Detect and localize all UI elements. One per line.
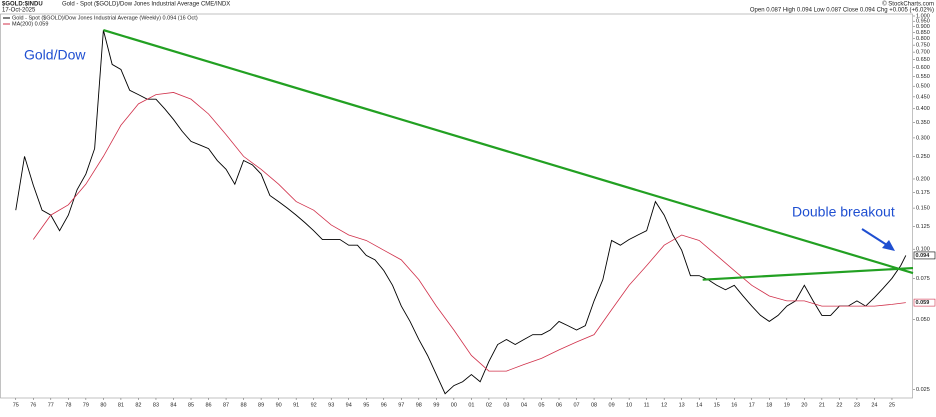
x-tick-label: 86 <box>205 402 211 408</box>
y-tick-label: 0.100 <box>916 247 930 253</box>
x-tick-label: 22 <box>836 402 842 408</box>
trendline <box>103 29 914 275</box>
last-value-box <box>913 251 936 260</box>
x-tick-label: 84 <box>170 402 176 408</box>
y-tick-label: 0.300 <box>916 135 930 141</box>
x-tick-label: 12 <box>661 402 667 408</box>
y-tick-label: 0.700 <box>916 50 930 56</box>
x-tick-label: 13 <box>679 402 685 408</box>
x-tick-label: 04 <box>521 402 527 408</box>
description: Gold - Spot ($GOLD)/Dow Jones Industrial… <box>62 2 230 8</box>
y-tick-label: 1.000 <box>916 13 930 19</box>
x-tick-label: 80 <box>100 402 106 408</box>
legend-label: MA(200) 0.059 <box>12 21 48 27</box>
date: 17-Oct-2025 <box>2 8 36 14</box>
x-tick-label: 21 <box>819 402 825 408</box>
y-tick-label: 0.075 <box>916 276 930 282</box>
last-value-label: 0.094 <box>916 253 931 259</box>
x-tick-label: 01 <box>468 402 474 408</box>
x-tick-label: 78 <box>65 402 71 408</box>
y-tick-label: 0.250 <box>916 154 930 160</box>
x-tick-label: 79 <box>83 402 89 408</box>
x-tick-label: 02 <box>486 402 492 408</box>
legend: Gold - Spot ($GOLD)/Dow Jones Industrial… <box>3 15 198 27</box>
x-tick-label: 81 <box>118 402 124 408</box>
x-tick-label: 90 <box>276 402 282 408</box>
x-tick-label: 17 <box>749 402 755 408</box>
y-tick-label: 0.500 <box>916 84 930 90</box>
credit: © StockCharts.com <box>882 1 934 8</box>
x-tick-label: 82 <box>135 402 141 408</box>
x-tick-label: 76 <box>30 402 36 408</box>
x-tick-label: 95 <box>363 402 369 408</box>
x-tick-label: 77 <box>48 402 54 408</box>
x-tick-label: 08 <box>591 402 597 408</box>
x-tick-label: 07 <box>573 402 579 408</box>
x-tick-label: 89 <box>258 402 264 408</box>
x-tick-label: 25 <box>889 402 895 408</box>
x-tick-label: 20 <box>801 402 807 408</box>
y-tick-label: 0.900 <box>916 24 930 30</box>
y-tick-label: 0.750 <box>916 43 930 49</box>
last-value-box <box>913 298 936 307</box>
y-tick-label: 0.450 <box>916 94 930 100</box>
annotation: Gold/Dow <box>24 47 86 63</box>
annotation: Double breakout <box>792 204 895 220</box>
x-tick-label: 92 <box>311 402 317 408</box>
x-tick-label: 11 <box>644 402 650 408</box>
y-tick-label: 0.550 <box>916 74 930 80</box>
x-tick-label: 93 <box>328 402 334 408</box>
y-tick-label: 0.200 <box>916 176 930 182</box>
x-tick-label: 91 <box>293 402 299 408</box>
y-tick-label: 0.025 <box>916 387 930 393</box>
y-tick-label: 0.950 <box>916 19 930 25</box>
y-tick-label: 0.175 <box>916 190 930 196</box>
series-line <box>15 29 907 395</box>
x-tick-label: 96 <box>381 402 387 408</box>
x-tick-label: 19 <box>784 402 790 408</box>
y-tick-label: 0.650 <box>916 57 930 63</box>
y-tick-label: 0.600 <box>916 65 930 71</box>
x-tick-label: 83 <box>153 402 159 408</box>
x-tick-label: 97 <box>398 402 404 408</box>
x-tick-label: 24 <box>871 402 877 408</box>
y-tick-label: 0.800 <box>916 36 930 42</box>
plot-frame <box>0 13 913 399</box>
x-tick-label: 99 <box>433 402 439 408</box>
last-value-label: 0.059 <box>916 300 930 306</box>
x-tick-label: 98 <box>416 402 422 408</box>
x-tick-label: 00 <box>451 402 457 408</box>
x-tick-label: 05 <box>538 402 544 408</box>
x-tick-label: 03 <box>503 402 509 408</box>
x-tick-label: 23 <box>854 402 860 408</box>
x-tick-label: 14 <box>696 402 702 408</box>
quote: Open 0.087 High 0.094 Low 0.087 Close 0.… <box>750 8 934 14</box>
x-tick-label: 87 <box>223 402 229 408</box>
y-tick-label: 0.400 <box>916 106 930 112</box>
x-tick-label: 75 <box>13 402 19 408</box>
trendline <box>702 266 914 281</box>
legend-label: Gold - Spot ($GOLD)/Dow Jones Industrial… <box>12 15 198 21</box>
x-tick-label: 85 <box>188 402 194 408</box>
y-tick-label: 0.350 <box>916 120 930 126</box>
symbol: $GOLD:$INDU <box>2 2 43 8</box>
y-tick-label: 0.850 <box>916 30 930 36</box>
x-tick-label: 09 <box>609 402 615 408</box>
y-tick-label: 0.150 <box>916 206 930 212</box>
x-tick-label: 06 <box>556 402 562 408</box>
x-tick-label: 18 <box>766 402 772 408</box>
y-tick-label: 0.125 <box>916 224 930 230</box>
series-line <box>32 92 906 372</box>
x-tick-label: 94 <box>346 402 352 408</box>
arrow <box>861 228 895 251</box>
x-tick-label: 88 <box>241 402 247 408</box>
x-tick-label: 16 <box>731 402 737 408</box>
x-tick-label: 15 <box>714 402 720 408</box>
x-tick-label: 10 <box>626 402 632 408</box>
y-tick-label: 0.050 <box>916 317 930 323</box>
